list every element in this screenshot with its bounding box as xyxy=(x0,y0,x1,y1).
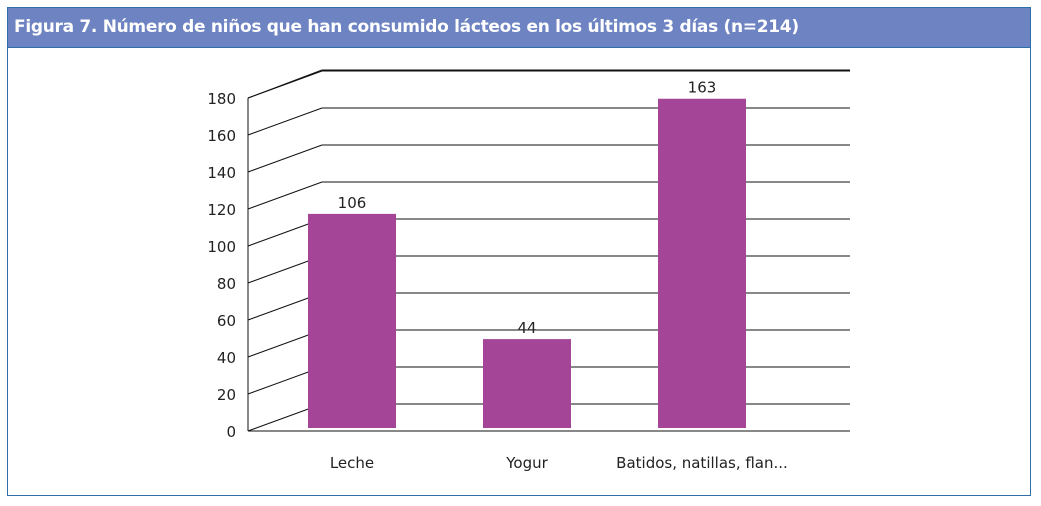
x-tick-label: Yogur xyxy=(505,454,548,472)
bar-1 xyxy=(483,339,571,428)
y-tick-label: 140 xyxy=(207,164,236,182)
y-tick-label: 40 xyxy=(217,349,236,367)
x-tick-label: Leche xyxy=(330,454,374,472)
figure-frame: Figura 7. Número de niños que han consum… xyxy=(7,7,1031,496)
y-tick-label: 160 xyxy=(207,127,236,145)
y-tick-label: 0 xyxy=(226,423,236,441)
data-label: 106 xyxy=(338,194,367,212)
gridline-side xyxy=(247,181,323,210)
y-tick-label: 80 xyxy=(217,275,236,293)
bar-0 xyxy=(308,213,396,428)
y-tick-label: 100 xyxy=(207,238,236,256)
gridline-side xyxy=(247,144,323,173)
figure-title: Figura 7. Número de niños que han consum… xyxy=(8,8,1030,48)
gridline-side xyxy=(247,69,323,99)
y-tick-label: 20 xyxy=(217,386,236,404)
gridline-side xyxy=(247,107,323,136)
x-tick-label: Batidos, natillas, flan... xyxy=(616,454,788,472)
y-tick-label: 120 xyxy=(207,201,236,219)
data-label: 163 xyxy=(688,79,717,97)
data-label: 44 xyxy=(517,319,536,337)
y-tick-label: 180 xyxy=(207,90,236,108)
bar-2 xyxy=(658,98,746,429)
y-tick-label: 60 xyxy=(217,312,236,330)
